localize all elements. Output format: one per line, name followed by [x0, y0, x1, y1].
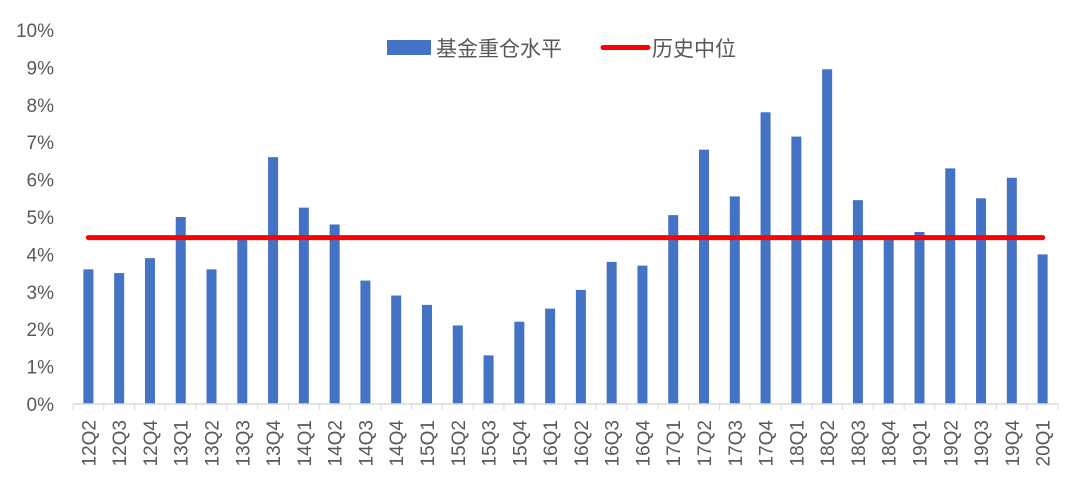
x-tick-label: 15Q2	[449, 420, 470, 466]
bar-14Q3	[360, 280, 371, 404]
bar-12Q4	[144, 258, 155, 404]
legend-label-bars: 基金重仓水平	[436, 37, 562, 61]
bar-19Q2	[945, 168, 956, 404]
x-tick-label: 17Q3	[726, 420, 747, 466]
x-tick-label: 12Q4	[141, 420, 162, 467]
x-tick-label: 17Q2	[695, 420, 716, 466]
x-tick-label: 15Q3	[480, 420, 501, 466]
x-tick-label: 19Q4	[1003, 420, 1024, 467]
bar-14Q1	[298, 207, 309, 404]
bar-16Q4	[637, 265, 648, 404]
x-tick-label: 20Q1	[1034, 420, 1055, 466]
legend-label-median: 历史中位	[652, 37, 736, 61]
x-tick-label: 16Q3	[603, 420, 624, 466]
bar-16Q3	[606, 261, 617, 404]
legend-bar-swatch	[387, 40, 431, 55]
bar-13Q1	[175, 217, 186, 404]
x-tick-label: 13Q4	[264, 420, 285, 467]
x-tick-label: 13Q2	[203, 420, 224, 466]
bar-12Q2	[83, 269, 94, 404]
bar-18Q3	[852, 200, 863, 404]
x-tick-label: 14Q3	[356, 420, 377, 466]
y-axis: 0% 1% 2% 3% 4% 5% 6% 7% 8% 9% 10%	[16, 21, 54, 416]
x-tick-label: 18Q3	[849, 420, 870, 466]
y-tick-label: 1%	[27, 358, 55, 379]
bar-13Q3	[237, 239, 248, 404]
bar-17Q4	[760, 112, 771, 404]
x-tick-label: 15Q1	[418, 420, 439, 466]
x-tick-label: 18Q4	[880, 420, 901, 467]
bar-19Q3	[976, 198, 987, 404]
x-tick-label: 17Q4	[757, 420, 778, 467]
y-tick-label: 10%	[16, 21, 54, 42]
x-tick-label: 17Q1	[664, 420, 685, 466]
x-axis: 12Q2 12Q3 12Q4 13Q1 13Q2 13Q3 13Q4 14Q1 14Q2 14Q3…	[72, 404, 1059, 467]
bar-17Q2	[699, 149, 710, 404]
y-tick-label: 9%	[27, 58, 55, 79]
x-tick-label: 13Q3	[233, 420, 254, 466]
x-tick-label: 12Q3	[110, 420, 131, 466]
x-tick-label: 12Q2	[79, 420, 100, 466]
bar-15Q4	[514, 321, 525, 404]
bar-16Q2	[575, 289, 586, 404]
x-tick-label: 18Q2	[818, 420, 839, 466]
bar-17Q3	[729, 196, 740, 404]
y-tick-label: 7%	[27, 133, 55, 154]
y-tick-label: 4%	[27, 245, 55, 266]
bar-14Q4	[391, 295, 402, 404]
x-tick-label: 13Q1	[172, 420, 193, 466]
x-tick-label: 19Q2	[941, 420, 962, 466]
y-tick-label: 3%	[27, 283, 55, 304]
y-tick-label: 5%	[27, 208, 55, 229]
x-tick-label: 16Q4	[633, 420, 654, 467]
bar-15Q2	[452, 325, 463, 404]
y-tick-label: 0%	[27, 395, 55, 416]
bar-19Q1	[914, 231, 925, 404]
x-tick-label: 14Q4	[387, 420, 408, 467]
legend: 基金重仓水平 历史中位	[387, 37, 736, 61]
x-tick-label: 19Q3	[972, 420, 993, 466]
x-tick-label: 16Q2	[572, 420, 593, 466]
bar-14Q2	[329, 224, 340, 404]
bar-13Q4	[268, 157, 279, 404]
bar-16Q1	[545, 308, 556, 404]
y-tick-label: 8%	[27, 96, 55, 117]
bar-17Q1	[668, 215, 679, 404]
x-tick-label: 14Q1	[295, 420, 316, 466]
x-tick-label: 19Q1	[910, 420, 931, 466]
bar-20Q1	[1037, 254, 1048, 404]
y-tick-label: 2%	[27, 320, 55, 341]
y-tick-label: 6%	[27, 171, 55, 192]
bar-13Q2	[206, 269, 217, 404]
x-tick-label: 16Q1	[541, 420, 562, 466]
bar-18Q1	[791, 136, 802, 404]
bars	[83, 69, 1048, 405]
bar-12Q3	[114, 273, 125, 404]
bar-19Q4	[1006, 177, 1017, 404]
bar-15Q1	[421, 304, 432, 404]
bar-15Q3	[483, 355, 494, 404]
x-tick-label: 15Q4	[510, 420, 531, 467]
x-tick-label: 18Q1	[787, 420, 808, 466]
bar-18Q4	[883, 239, 894, 404]
x-tick-label: 14Q2	[326, 420, 347, 466]
